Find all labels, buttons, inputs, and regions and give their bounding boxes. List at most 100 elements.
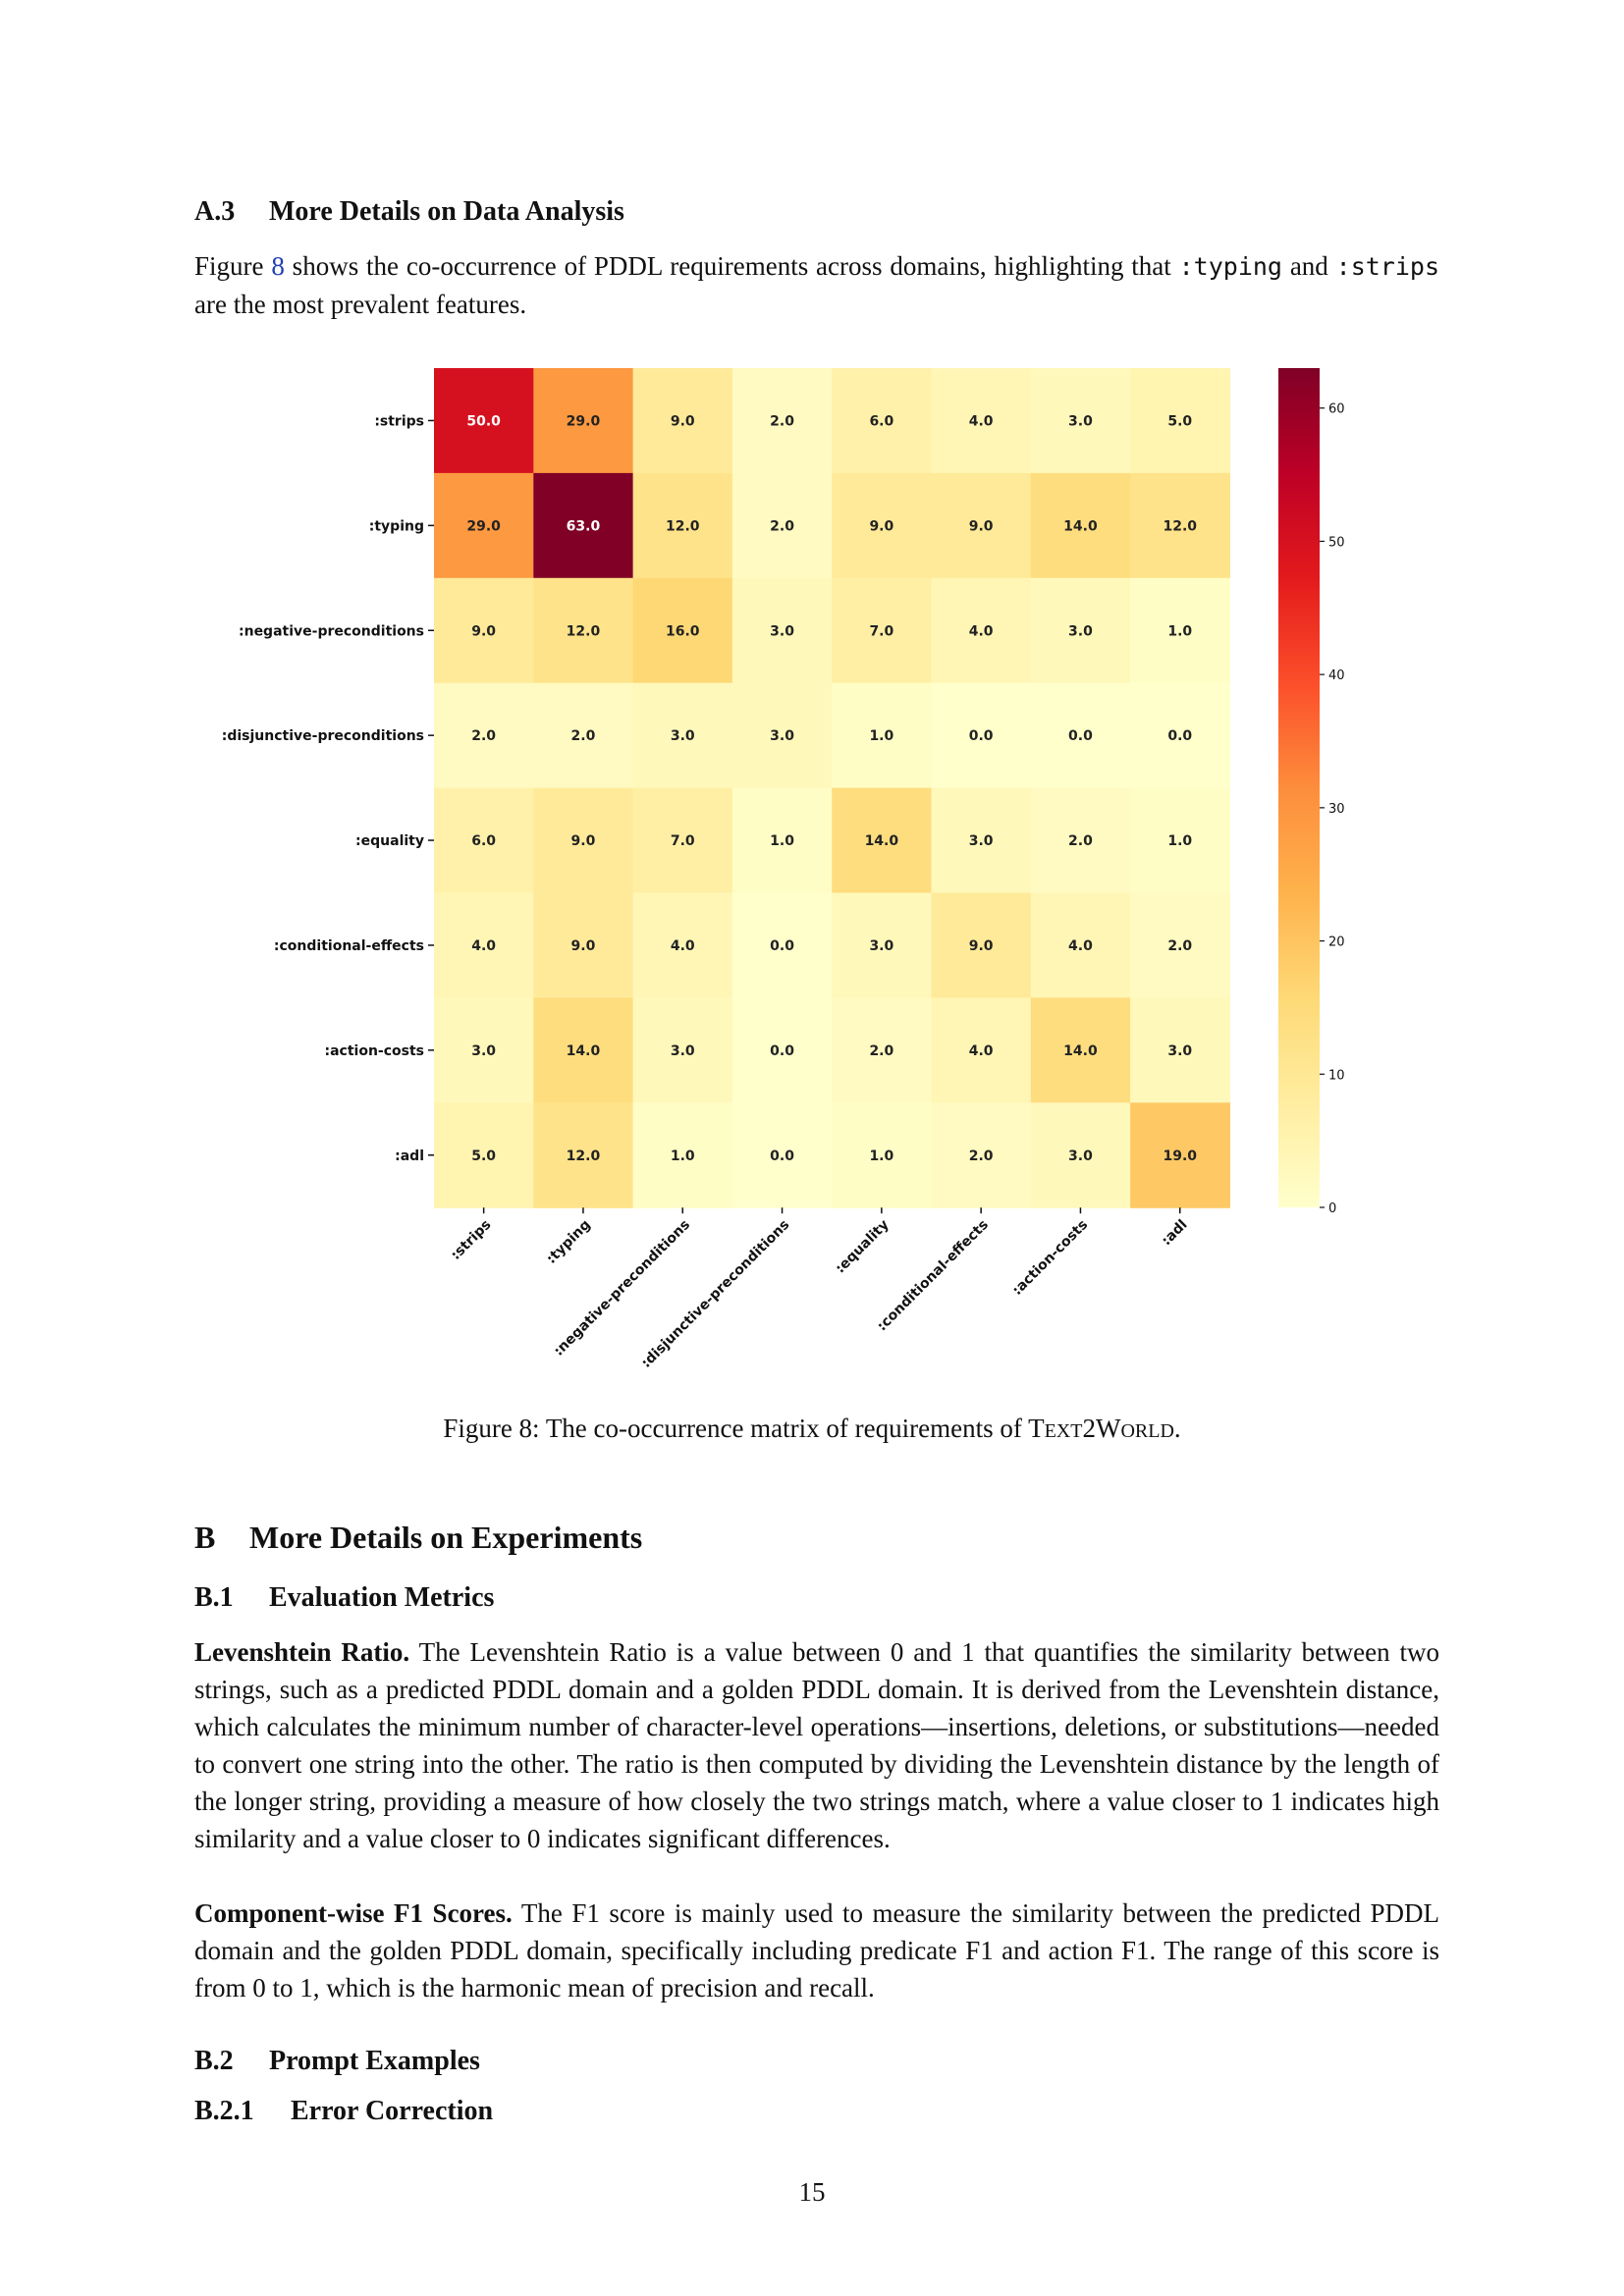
heatmap-cell (1130, 892, 1230, 998)
levenshtein-heading: Levenshtein Ratio. (194, 1637, 410, 1667)
section-number: B.2.1 (194, 2096, 254, 2126)
heatmap-cell (1030, 472, 1131, 579)
column-tick-label: :action-costs (1009, 1217, 1091, 1299)
cell-value-label: 7.0 (869, 623, 893, 639)
column-tick-label: :equality (833, 1217, 893, 1277)
section-b1-heading: B.1 Evaluation Metrics (194, 1582, 494, 1614)
cell-value-label: 1.0 (770, 833, 794, 849)
section-b21-heading: B.2.1 Error Correction (194, 2096, 493, 2127)
heatmap-cell (931, 787, 1032, 894)
cell-value-label: 9.0 (969, 938, 994, 954)
f1-heading: Component-wise F1 Scores. (194, 1898, 513, 1928)
cell-value-label: 2.0 (770, 413, 794, 429)
section-title: Evaluation Metrics (269, 1582, 495, 1613)
row-tick-label: :negative-preconditions (239, 623, 424, 639)
heatmap-cell (434, 577, 534, 684)
cell-value-label: 2.0 (471, 728, 496, 744)
heatmap-cell (832, 368, 933, 474)
heatmap-cell (731, 682, 833, 789)
cell-value-label: 0.0 (770, 1148, 794, 1164)
colorbar-tick-label: 10 (1328, 1068, 1345, 1083)
heatmap-cells: 50.0 29.0 9.0 2.0 6.0 4.0 3.0 5.0 29.0 63.0 12.0 2.… (434, 368, 1230, 1208)
cell-value-label: 0.0 (770, 938, 794, 954)
row-tick-label: :action-costs (324, 1043, 424, 1059)
heatmap-cell (1030, 997, 1131, 1103)
figure-reference-link[interactable]: 8 (271, 251, 285, 281)
cell-value-label: 3.0 (770, 728, 794, 744)
heatmap-cell (832, 892, 933, 998)
cell-value-label: 1.0 (671, 1148, 695, 1164)
heatmap-cell (832, 1102, 933, 1208)
cell-value-label: 3.0 (671, 728, 695, 744)
cell-value-label: 3.0 (869, 938, 893, 954)
colorbar-tick-label: 60 (1328, 402, 1345, 417)
section-number: B (194, 1520, 216, 1555)
heatmap-cell (1130, 368, 1230, 474)
cell-value-label: 4.0 (969, 413, 994, 429)
heatmap-cell (731, 472, 833, 579)
colorbar-tick-label: 40 (1328, 668, 1345, 683)
heatmap-cell (434, 1102, 534, 1208)
heatmap-cell (731, 368, 833, 474)
heatmap-cell (632, 682, 733, 789)
cell-value-label: 3.0 (471, 1043, 496, 1059)
cell-value-label: 29.0 (567, 413, 601, 429)
cell-value-label: 12.0 (567, 1148, 601, 1164)
cell-value-label: 29.0 (466, 518, 501, 534)
figure-caption: Figure 8: The co-occurrence matrix of re… (443, 1414, 1181, 1443)
colorbar-tick-label: 30 (1328, 802, 1345, 817)
cell-value-label: 3.0 (969, 833, 994, 849)
cell-value-label: 12.0 (666, 518, 700, 534)
cell-value-label: 12.0 (567, 623, 601, 639)
heatmap-cell (1030, 892, 1131, 998)
heatmap-cell (632, 997, 733, 1103)
row-tick-label: :strips (374, 413, 424, 429)
heatmap-cell (931, 997, 1032, 1103)
heatmap-cell (832, 682, 933, 789)
cell-value-label: 6.0 (869, 413, 893, 429)
heatmap-cell (632, 472, 733, 579)
heatmap-cell (931, 577, 1032, 684)
heatmap-cell (931, 472, 1032, 579)
row-tick-label: :equality (355, 833, 424, 849)
section-title: Prompt Examples (269, 2046, 480, 2076)
section-title: More Details on Experiments (249, 1520, 643, 1555)
cell-value-label: 19.0 (1163, 1148, 1197, 1164)
cell-value-label: 1.0 (1167, 623, 1192, 639)
heatmap-cell (533, 577, 634, 684)
heatmap-cell (632, 368, 733, 474)
cell-value-label: 50.0 (466, 413, 501, 429)
column-tick-label: :typing (544, 1217, 594, 1267)
heatmap-cell (1130, 1102, 1230, 1208)
cell-value-label: 3.0 (1068, 413, 1093, 429)
heatmap-cell (632, 577, 733, 684)
heatmap-cell (931, 682, 1032, 789)
cell-value-label: 9.0 (571, 833, 596, 849)
heatmap-cell (434, 472, 534, 579)
cell-value-label: 2.0 (1167, 938, 1192, 954)
heatmap-cell (731, 577, 833, 684)
cell-value-label: 1.0 (869, 728, 893, 744)
cell-value-label: 3.0 (1068, 1148, 1093, 1164)
cell-value-label: 4.0 (1068, 938, 1093, 954)
heatmap-cell (731, 1102, 833, 1208)
heatmap-cell (632, 1102, 733, 1208)
heatmap-cell (931, 1102, 1032, 1208)
inline-code-strips: :strips (1335, 252, 1440, 281)
cell-value-label: 3.0 (1167, 1043, 1192, 1059)
row-tick-labels: :strips:typing:negative-preconditions:di… (222, 413, 434, 1164)
heatmap-cell (434, 997, 534, 1103)
heatmap-cell (731, 892, 833, 998)
cell-value-label: 14.0 (1063, 1043, 1098, 1059)
heatmap-cell (1130, 787, 1230, 894)
cell-value-label: 4.0 (671, 938, 695, 954)
cell-value-label: 4.0 (471, 938, 496, 954)
cell-value-label: 0.0 (1167, 728, 1192, 744)
cell-value-label: 2.0 (571, 728, 596, 744)
heatmap-cell (832, 472, 933, 579)
column-tick-labels: :strips:typing:negative-preconditions:di… (448, 1207, 1191, 1371)
colorbar-ticks: 0 10 20 30 40 50 60 (1320, 402, 1345, 1216)
cell-value-label: 2.0 (770, 518, 794, 534)
row-tick-label: :adl (395, 1148, 424, 1164)
